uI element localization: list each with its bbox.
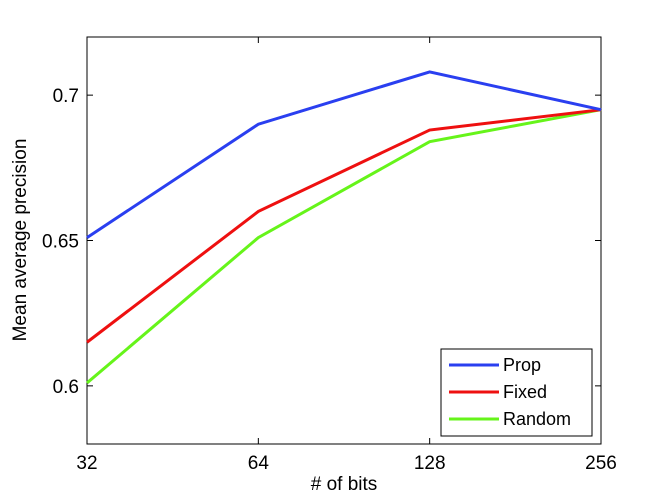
y-tick-label: 0.6: [53, 377, 79, 398]
series-line-fixed: [86, 108, 602, 344]
y-axis-label: Mean average precision: [10, 139, 31, 342]
x-tick-label: 256: [585, 453, 617, 474]
series-line-prop: [86, 70, 602, 239]
y-tick-label: 0.65: [42, 232, 79, 253]
tick-layer: 32 64 128 256 0.6 0.65 0.7: [42, 37, 617, 474]
series-line-random: [86, 108, 602, 385]
x-tick-label: 64: [248, 453, 270, 474]
y-tick-label: 0.7: [53, 86, 79, 107]
x-tick-label: 128: [414, 453, 446, 474]
series-layer: [86, 70, 602, 385]
legend-label-prop: Prop: [503, 355, 541, 375]
legend-label-fixed: Fixed: [503, 382, 547, 402]
x-axis-label: # of bits: [311, 474, 378, 495]
x-tick-label: 32: [76, 453, 97, 474]
legend: Prop Fixed Random: [440, 348, 593, 437]
legend-label-random: Random: [503, 409, 571, 429]
